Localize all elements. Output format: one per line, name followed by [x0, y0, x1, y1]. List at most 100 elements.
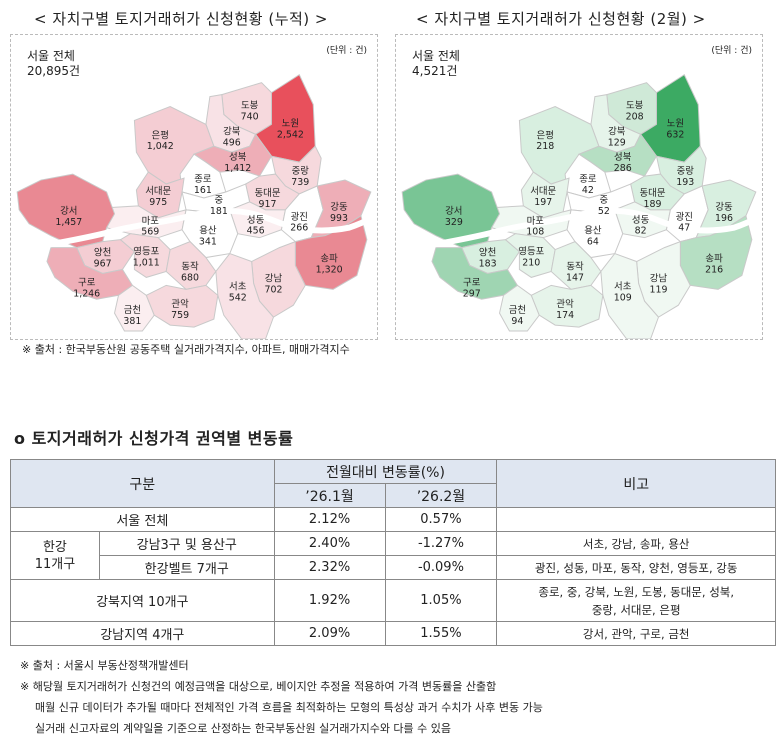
right-label-seocho-value: 109 — [614, 292, 632, 303]
right-label-mapo-value: 108 — [526, 227, 544, 238]
left-label-guro-name: 구로 — [78, 277, 96, 288]
right-label-gangbuk-name: 강북 — [608, 126, 626, 137]
footnote-source: ※ 출처 : 서울시 부동산정책개발센터 — [20, 659, 189, 672]
left-label-geumcheon-name: 금천 — [124, 305, 141, 316]
header-jan: ’26.1월 — [273, 483, 386, 508]
section-title: o 토지거래허가 신청가격 권역별 변동률 — [14, 429, 294, 448]
left-label-dongdaemun-name: 동대문 — [255, 188, 281, 199]
left-label-jung-value: 181 — [210, 206, 228, 217]
left-district-gwanak — [145, 284, 219, 328]
left-label-yeongdeungpo-value: 1,011 — [133, 257, 160, 268]
footnote-line: 실거래 신고자료의 계약일을 기준으로 산정하는 한국부동산원 실거래가지수와 … — [35, 722, 452, 735]
header-category: 구분 — [10, 459, 275, 508]
right-label-yeongdeungpo-value: 210 — [522, 257, 540, 268]
left-label-mapo-value: 569 — [141, 227, 159, 238]
right-label-guro-name: 구로 — [463, 277, 481, 288]
right-label-dongdaemun-name: 동대문 — [640, 188, 666, 199]
header-change: 전월대비 변동률(%) — [273, 459, 498, 484]
right-label-seongbuk-value: 286 — [614, 163, 632, 174]
right-label-gangseo-name: 강서 — [445, 206, 462, 217]
left-label-geumcheon-value: 381 — [123, 316, 141, 327]
row-feb: 1.05% — [384, 579, 498, 622]
left-label-dongdaemun-value: 917 — [259, 199, 277, 210]
left-label-eunpyeong-name: 은평 — [152, 130, 169, 141]
right-label-eunpyeong-value: 218 — [536, 141, 554, 152]
right-label-dobong-name: 도봉 — [626, 101, 644, 112]
left-label-yangcheon-name: 양천 — [94, 248, 111, 259]
right-label-nowon-value: 632 — [666, 129, 684, 140]
right-district-gwanak — [530, 284, 604, 328]
left-label-seongdong-name: 성동 — [247, 215, 265, 226]
left-label-songpa-value: 1,320 — [316, 264, 343, 275]
row-note-line: 종로, 중, 강북, 노원, 도봉, 동대문, 성북, — [538, 584, 735, 599]
left-label-gwangjin-name: 광진 — [291, 211, 308, 223]
left-label-jungnang-value: 739 — [291, 177, 309, 188]
price-change-table: 구분 전월대비 변동률(%) 비고 ’26.1월 ’26.2월 서울 전체 2.… — [10, 459, 776, 646]
right-label-seongdong-name: 성동 — [632, 215, 650, 226]
right-map-total: 서울 전체 4,521건 — [412, 49, 460, 79]
table-row: 강북지역 10개구 1.92% 1.05% 종로, 중, 강북, 노원, 도봉,… — [10, 579, 776, 622]
right-label-gangbuk-value: 129 — [608, 137, 626, 148]
right-label-gangdong-value: 196 — [715, 213, 733, 224]
left-label-jongno-value: 161 — [194, 185, 212, 196]
right-label-jung-name: 중 — [600, 195, 609, 206]
row-label: 강남지역 4개구 — [10, 621, 275, 646]
row-label: 강북지역 10개구 — [10, 579, 275, 622]
left-label-dobong-value: 740 — [241, 111, 259, 122]
left-district-geumcheon — [113, 284, 155, 332]
row-feb: -1.27% — [384, 531, 498, 556]
table-row: 한강 11개구 강남3구 및 용산구 2.40% -1.27% 서초, 강남, … — [10, 531, 776, 580]
right-label-songpa-value: 216 — [705, 264, 723, 275]
left-label-jungnang-name: 중랑 — [292, 165, 310, 177]
right-label-gwanak-value: 174 — [556, 310, 574, 321]
right-label-gangseo-value: 329 — [445, 217, 463, 228]
left-label-gangnam-name: 강남 — [265, 273, 283, 284]
left-label-dobong-name: 도봉 — [241, 101, 259, 112]
left-label-gwanak-name: 관악 — [171, 298, 189, 310]
right-district-geumcheon — [498, 284, 540, 332]
right-label-songpa-name: 송파 — [705, 254, 723, 265]
left-label-nowon-name: 노원 — [282, 118, 299, 129]
left-district-map: 도봉 740 노원 2,542 강북 496 은평 1,042 성북 1,412 중랑 739 종로 16… — [10, 34, 378, 340]
right-label-gwangjin-name: 광진 — [676, 211, 693, 223]
header-note: 비고 — [496, 459, 776, 508]
left-map-title: < 자치구별 토지거래허가 신청현황 (누적) > — [34, 10, 328, 28]
right-label-yangcheon-name: 양천 — [479, 248, 496, 259]
row-feb: 1.55% — [384, 621, 498, 646]
row-note: 서초, 강남, 송파, 용산 — [496, 531, 776, 556]
row-note-line: 중랑, 서대문, 은평 — [591, 602, 681, 617]
left-label-gangdong-value: 993 — [330, 213, 348, 224]
right-label-dobong-value: 208 — [626, 111, 644, 122]
right-label-seongdong-value: 82 — [635, 226, 647, 237]
right-label-seongbuk-name: 성북 — [614, 152, 632, 163]
right-district-map: 도봉 208 노원 632 강북 129 은평 218 성북 286 중랑 193 종로 42 서대문 197… — [395, 34, 763, 340]
left-label-yongsan-value: 341 — [199, 237, 217, 248]
right-district-seocho — [600, 252, 660, 339]
left-label-yangcheon-value: 967 — [94, 258, 112, 269]
left-han-river — [11, 207, 377, 255]
left-label-gwangjin-value: 266 — [290, 223, 308, 234]
right-label-dongjak-value: 147 — [566, 272, 584, 283]
right-label-geumcheon-value: 94 — [511, 316, 523, 327]
right-label-dongdaemun-value: 189 — [644, 199, 662, 210]
left-label-yeongdeungpo-name: 영등포 — [133, 247, 159, 258]
left-district-seocho — [215, 252, 275, 339]
left-label-eunpyeong-value: 1,042 — [147, 141, 174, 152]
right-label-gwangjin-value: 47 — [678, 223, 690, 234]
left-label-gangnam-value: 702 — [264, 284, 282, 295]
left-label-jongno-name: 종로 — [194, 174, 212, 185]
right-label-mapo-name: 마포 — [527, 216, 545, 227]
right-label-geumcheon-name: 금천 — [509, 305, 526, 316]
row-label: 서울 전체 — [10, 507, 275, 532]
left-label-seongbuk-name: 성북 — [229, 152, 247, 163]
left-label-gangdong-name: 강동 — [330, 202, 348, 213]
left-total-label: 서울 전체 — [27, 49, 75, 63]
row-label: 한강벨트 7개구 — [98, 555, 275, 580]
right-map-unit: (단위 : 건) — [711, 46, 752, 56]
right-label-gangnam-value: 119 — [649, 284, 667, 295]
right-map-title: < 자치구별 토지거래허가 신청현황 (2월) > — [416, 10, 706, 28]
row-note: 강서, 관악, 구로, 금천 — [496, 621, 776, 646]
hangang-group-label: 한강 11개구 — [10, 531, 100, 580]
left-label-seocho-name: 서초 — [229, 281, 247, 292]
left-label-songpa-name: 송파 — [320, 254, 338, 265]
